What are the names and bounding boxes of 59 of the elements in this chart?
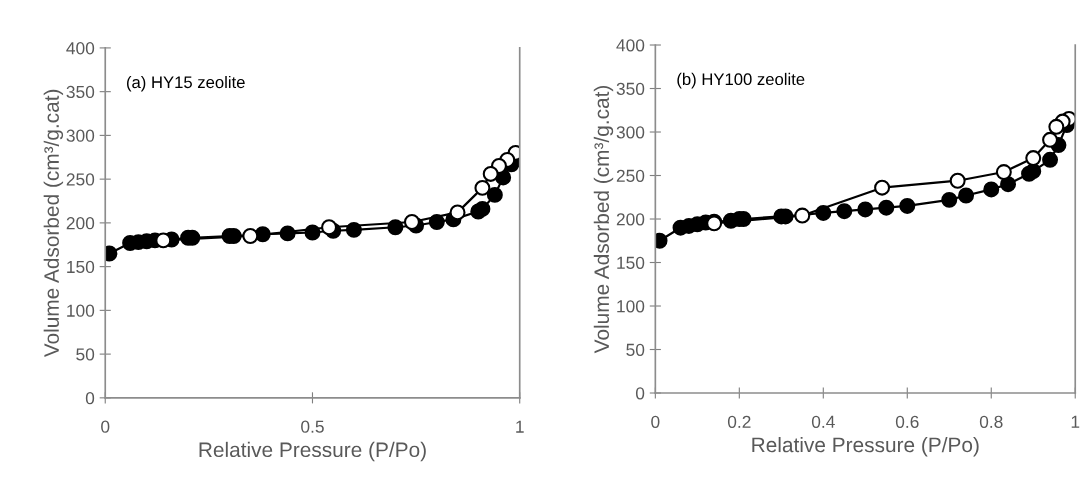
annotation: (b) HY100 zeolite <box>677 72 805 89</box>
point <box>857 201 874 218</box>
y-axis-title: Volume Adsorbed (cm³/g.cat) <box>593 85 614 354</box>
y-tick-label: 50 <box>626 343 645 356</box>
point <box>874 179 891 196</box>
point <box>1000 176 1017 193</box>
y-tick-label: 300 <box>66 129 95 142</box>
point <box>1042 131 1059 148</box>
point <box>1048 118 1065 135</box>
y-tick-label: 150 <box>67 260 95 274</box>
y-axis-title: Volume Adsorbed (cm³/g.cat) <box>43 89 64 358</box>
y-tick-label: 300 <box>616 126 645 139</box>
x-axis-title: Relative Pressure (P/Po) <box>199 441 426 462</box>
point <box>794 207 811 224</box>
y-tick-label: 400 <box>66 42 95 55</box>
point <box>949 172 966 189</box>
x-tick-label: 1 <box>516 420 524 433</box>
x-tick-label: 0 <box>651 415 660 428</box>
x-tick-label: 0 <box>101 420 110 433</box>
x-tick-label: 0.2 <box>727 415 751 428</box>
point <box>958 187 975 204</box>
y-tick-label: 250 <box>616 169 645 182</box>
x-tick-label: 0.8 <box>979 415 1003 428</box>
y-tick-label: 200 <box>66 217 95 230</box>
x-tick-label: 0.4 <box>811 415 835 428</box>
y-tick-label: 250 <box>66 173 95 186</box>
point <box>403 214 420 230</box>
y-tick-label: 200 <box>616 213 645 226</box>
y-tick-label: 100 <box>67 304 95 317</box>
point <box>983 181 1000 198</box>
y-tick-label: 350 <box>616 82 645 95</box>
point <box>474 200 491 217</box>
point <box>941 191 958 208</box>
point <box>321 219 338 236</box>
point <box>242 228 259 244</box>
point <box>836 203 853 220</box>
point <box>155 232 172 249</box>
point <box>1025 150 1042 167</box>
point <box>486 186 503 203</box>
x-tick-label: 0.6 <box>895 415 919 428</box>
point <box>995 164 1012 181</box>
x-tick-label: 1 <box>1071 415 1080 428</box>
point <box>899 197 916 214</box>
y-tick-label: 50 <box>76 348 95 361</box>
y-tick-label: 100 <box>617 300 645 313</box>
point <box>1025 163 1042 180</box>
y-tick-label: 0 <box>85 392 95 405</box>
y-tick-label: 150 <box>617 256 645 269</box>
point <box>474 179 491 196</box>
point <box>878 199 895 216</box>
point <box>1042 151 1059 168</box>
y-tick-label: 0 <box>635 387 645 400</box>
y-tick-label: 400 <box>616 39 645 52</box>
x-axis-title: Relative Pressure (P/Po) <box>752 436 979 457</box>
y-tick-label: 350 <box>66 85 95 99</box>
point <box>449 204 466 221</box>
point <box>482 165 499 182</box>
x-tick-label: 0.5 <box>301 420 324 433</box>
annotation: (a) HY15 zeolite <box>127 75 245 92</box>
